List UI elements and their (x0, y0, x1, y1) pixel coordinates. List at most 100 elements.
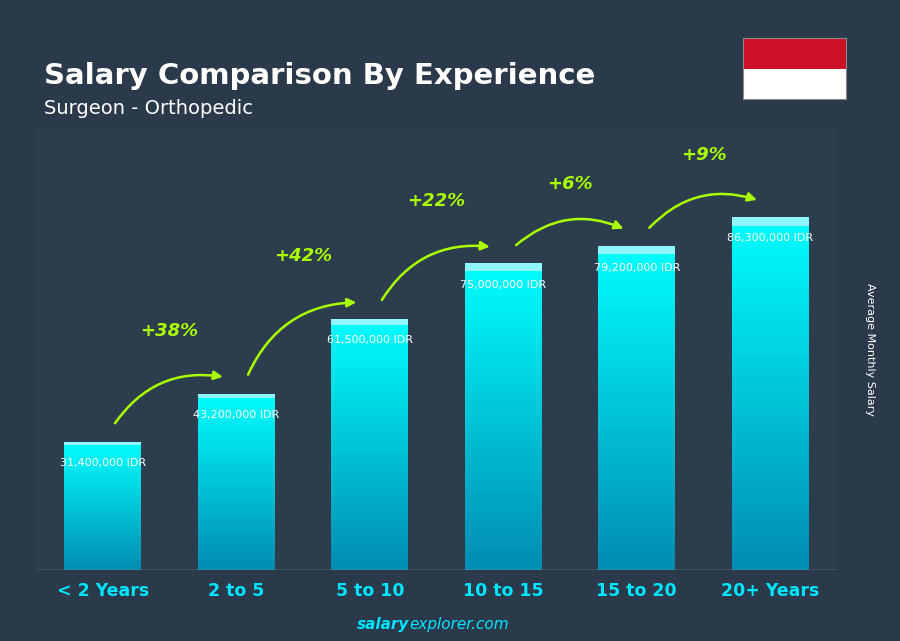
Bar (197, 556, 275, 559)
Bar (732, 240, 809, 247)
Bar (197, 453, 275, 456)
Bar (331, 399, 409, 403)
Bar (331, 394, 409, 399)
Bar (732, 270, 809, 276)
Bar (732, 258, 809, 264)
Bar (197, 485, 275, 488)
Bar (64, 538, 141, 540)
Bar (64, 540, 141, 543)
Bar (464, 524, 542, 529)
Bar (464, 422, 542, 427)
Bar (732, 353, 809, 358)
Bar (64, 487, 141, 489)
Bar (64, 485, 141, 487)
Bar (197, 517, 275, 520)
Bar (732, 223, 809, 229)
Bar (732, 394, 809, 400)
Bar (464, 417, 542, 422)
Bar (598, 468, 676, 473)
Bar (64, 529, 141, 532)
Bar (64, 545, 141, 547)
Bar (732, 217, 809, 226)
Bar (598, 279, 676, 284)
Bar (464, 463, 542, 468)
Bar (197, 482, 275, 485)
Bar (64, 562, 141, 564)
Bar (197, 488, 275, 491)
Bar (197, 435, 275, 438)
Bar (464, 330, 542, 335)
Bar (598, 511, 676, 517)
Bar (732, 294, 809, 299)
Bar (598, 246, 676, 254)
Bar (64, 532, 141, 534)
Bar (331, 512, 409, 516)
Bar (598, 333, 676, 338)
Bar (331, 491, 409, 495)
Bar (64, 476, 141, 478)
Bar (331, 407, 409, 411)
Bar (197, 412, 275, 414)
Bar (197, 438, 275, 441)
Bar (732, 494, 809, 500)
Bar (64, 551, 141, 553)
Bar (197, 449, 275, 453)
Bar (331, 499, 409, 503)
Bar (464, 289, 542, 294)
Bar (464, 499, 542, 504)
Bar (732, 406, 809, 412)
Bar (64, 521, 141, 523)
Bar (197, 462, 275, 464)
Bar (464, 412, 542, 417)
Bar (197, 562, 275, 565)
Bar (64, 547, 141, 549)
Bar (197, 538, 275, 541)
Bar (64, 526, 141, 528)
Bar (331, 411, 409, 415)
Bar (331, 386, 409, 390)
Bar (197, 432, 275, 435)
Bar (64, 519, 141, 521)
Bar (732, 476, 809, 482)
Bar (464, 284, 542, 289)
Bar (732, 358, 809, 364)
Bar (197, 408, 275, 412)
Bar (331, 361, 409, 365)
Bar (197, 464, 275, 467)
Bar (331, 356, 409, 361)
Bar (598, 533, 676, 538)
Bar (64, 446, 141, 448)
Bar (598, 311, 676, 317)
Bar (197, 441, 275, 444)
Bar (64, 448, 141, 451)
Bar (732, 559, 809, 565)
Bar (331, 381, 409, 386)
Bar (64, 543, 141, 545)
Text: Salary Comparison By Experience: Salary Comparison By Experience (44, 62, 595, 90)
Bar (464, 294, 542, 299)
Bar (331, 373, 409, 378)
Bar (331, 470, 409, 474)
Bar (197, 417, 275, 420)
Bar (598, 484, 676, 490)
Bar (732, 453, 809, 458)
Bar (197, 447, 275, 449)
Bar (331, 319, 409, 323)
Bar (598, 338, 676, 344)
Bar (197, 532, 275, 535)
Bar (598, 354, 676, 360)
Bar (64, 442, 141, 444)
Bar (464, 504, 542, 509)
Bar (732, 382, 809, 388)
Bar (331, 549, 409, 554)
Bar (464, 519, 542, 524)
Bar (598, 457, 676, 462)
Bar (598, 446, 676, 451)
Bar (598, 300, 676, 306)
Bar (598, 560, 676, 565)
Bar (331, 428, 409, 432)
Bar (464, 473, 542, 478)
Bar (64, 510, 141, 513)
Bar (464, 396, 542, 401)
Bar (331, 419, 409, 424)
